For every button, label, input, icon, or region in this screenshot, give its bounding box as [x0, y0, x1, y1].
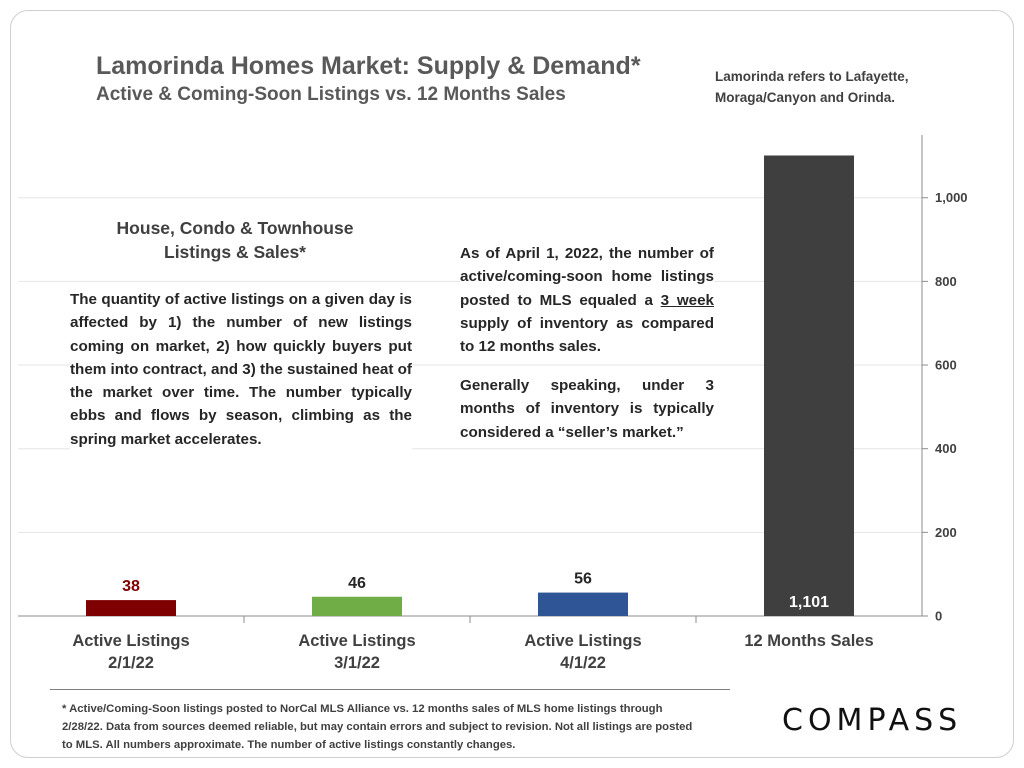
bar — [764, 155, 854, 616]
footnote-divider — [50, 689, 730, 690]
bar — [312, 596, 402, 616]
inventory-supply-paragraph: As of April 1, 2022, the number of activ… — [460, 242, 714, 359]
bar — [538, 592, 628, 616]
y-tick-label: 600 — [935, 358, 957, 373]
listings-explanation-paragraph: The quantity of active listings on a giv… — [70, 288, 412, 452]
y-tick-label: 800 — [935, 274, 957, 289]
inventory-supply-text-start: As of April 1, 2022, the number of activ… — [460, 245, 714, 309]
data-label: 38 — [122, 578, 140, 595]
x-tick-label: 4/1/22 — [560, 654, 606, 672]
y-tick-label: 1,000 — [935, 190, 968, 205]
data-label: 56 — [574, 571, 592, 588]
footnote: * Active/Coming-Soon listings posted to … — [62, 703, 693, 751]
inventory-supply-text-end: supply of inventory as compared to 12 mo… — [460, 314, 714, 356]
compass-logo: COMPASS — [782, 703, 963, 738]
y-tick-label: 200 — [935, 525, 957, 540]
x-tick-label: 3/1/22 — [334, 654, 380, 672]
x-tick-label: Active Listings — [72, 632, 189, 650]
x-tick-label: 2/1/22 — [108, 654, 154, 672]
x-tick-label: 12 Months Sales — [744, 632, 873, 650]
x-tick-label: Active Listings — [524, 632, 641, 650]
bar — [86, 600, 176, 616]
inventory-supply-weeks: 3 week — [660, 291, 714, 309]
data-label: 46 — [348, 575, 366, 592]
text-box-heading-line1: House, Condo & Townhouse — [116, 218, 354, 238]
sellers-market-paragraph: Generally speaking, under 3 months of in… — [460, 374, 714, 444]
chart-title: Lamorinda Homes Market: Supply & Demand* — [96, 52, 641, 80]
y-tick-label: 0 — [935, 609, 942, 624]
y-tick-label: 400 — [935, 441, 957, 456]
chart-subtitle: Active & Coming-Soon Listings vs. 12 Mon… — [96, 84, 566, 105]
region-note: Lamorinda refers to Lafayette, Moraga/Ca… — [715, 69, 909, 105]
text-box-heading: House, Condo & Townhouse Listings & Sale… — [90, 216, 380, 264]
x-tick-label: Active Listings — [298, 632, 415, 650]
data-label: 1,101 — [789, 594, 829, 611]
text-box-heading-line2: Listings & Sales* — [164, 242, 306, 262]
